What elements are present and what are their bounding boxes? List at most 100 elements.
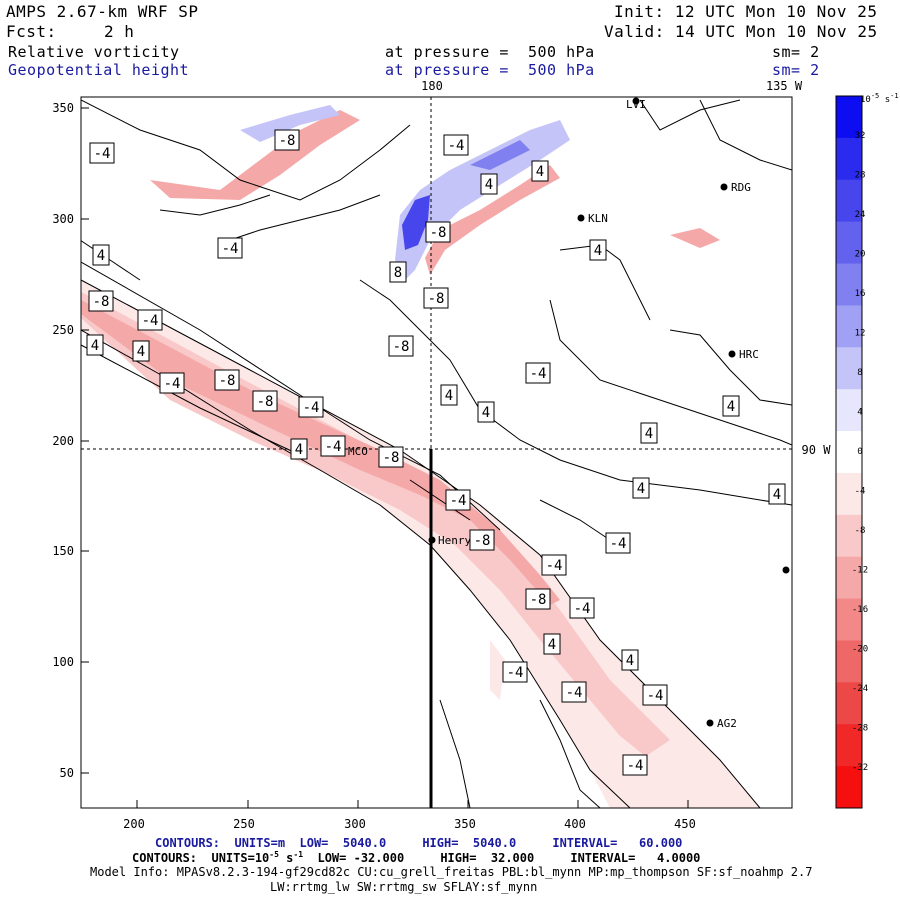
plot-title: AMPS 2.67-km WRF SP (6, 2, 199, 21)
contour-label: -4 (89, 142, 115, 164)
footer-schemes: LW:rrtmg_lw SW:rrtmg_sw SFLAY:sf_mynn (270, 880, 538, 894)
jet-streak-negative (425, 165, 560, 275)
colorbar-label: 8 (857, 368, 862, 378)
fcst-label: Fcst: (6, 22, 57, 41)
station-marker[interactable] (577, 214, 585, 222)
svg-text:-4: -4 (448, 138, 465, 154)
contour-label: 4 (722, 395, 740, 417)
contour-label: -4 (622, 754, 648, 776)
contour-label: -4 (642, 684, 668, 706)
field2-smooth: sm= 2 (772, 61, 820, 79)
colorbar-swatch (836, 179, 862, 223)
station-marker[interactable] (632, 97, 640, 105)
station-label-ag2: AG2 (717, 717, 737, 730)
svg-text:4: 4 (773, 487, 781, 503)
x-tick-label: 250 (233, 817, 255, 831)
colorbar-swatch (836, 724, 862, 767)
colorbar-label: 32 (855, 131, 866, 141)
nw-band-positive (240, 105, 340, 142)
station-marker[interactable] (782, 566, 790, 574)
colorbar-label: 16 (855, 289, 866, 299)
init-time: Init: 12 UTC Mon 10 Nov 25 (614, 2, 878, 21)
svg-text:4: 4 (295, 442, 303, 458)
station-label-henry: Henry (438, 534, 471, 547)
east-patch (670, 228, 720, 248)
colorbar-swatch (836, 640, 862, 683)
colorbar-swatch (836, 598, 862, 641)
contour-label: -4 (159, 372, 185, 394)
colorbar-swatch (836, 556, 862, 600)
contour-label: -8 (214, 369, 240, 391)
colorbar-label: 28 (855, 171, 866, 181)
svg-text:4: 4 (482, 405, 490, 421)
contour-label: 4 (92, 244, 110, 266)
footer-line2: CONTOURS: UNITS=10-5 s-1 LOW= -32.000 HI… (132, 850, 701, 865)
station-label-hrc: HRC (739, 348, 759, 361)
jet-streak-blue2 (470, 140, 530, 170)
svg-text:4: 4 (445, 388, 453, 404)
svg-text:-8: -8 (383, 450, 400, 466)
y-tick-label: 50 (60, 766, 74, 780)
svg-text:-8: -8 (219, 373, 236, 389)
contour-label: -8 (378, 446, 404, 468)
station-marker[interactable] (706, 719, 714, 727)
svg-text:4: 4 (485, 177, 493, 193)
station-marker[interactable] (728, 350, 736, 358)
colorbar-label: -20 (852, 645, 868, 655)
sw-patch (490, 640, 505, 700)
valid-time: Valid: 14 UTC Mon 10 Nov 25 (604, 22, 878, 41)
station-label-rdg: RDG (731, 181, 751, 194)
contour-label: 4 (543, 633, 561, 655)
colorbar-label: 20 (855, 250, 866, 260)
contour-label: -4 (561, 681, 587, 703)
field2-name: Geopotential height (8, 61, 190, 79)
contour-label: -4 (525, 362, 551, 384)
axis-ticks (81, 107, 689, 808)
x-tick-label: 400 (564, 817, 586, 831)
svg-text:4: 4 (97, 248, 105, 264)
svg-text:-4: -4 (647, 688, 664, 704)
contour-label: -8 (423, 287, 449, 309)
svg-text:-8: -8 (430, 225, 447, 241)
colorbar-swatch (836, 96, 862, 139)
contour-label: -8 (388, 335, 414, 357)
svg-text:-4: -4 (303, 400, 320, 416)
svg-text:4: 4 (137, 344, 145, 360)
colorbar-swatch (836, 347, 862, 390)
contour-label: 4 (768, 483, 786, 505)
svg-text:-4: -4 (507, 665, 524, 681)
contour-label: -4 (137, 309, 163, 331)
station-marker[interactable] (428, 536, 436, 544)
station-marker[interactable] (720, 183, 728, 191)
svg-text:-4: -4 (546, 558, 563, 574)
y-tick-label: 300 (52, 212, 74, 226)
contour-lines (81, 99, 792, 808)
svg-text:4: 4 (727, 399, 735, 415)
fcst-value: 2 h (104, 22, 135, 41)
field1-smooth: sm= 2 (772, 43, 820, 61)
colorbar-label: -4 (855, 487, 866, 497)
svg-text:-4: -4 (450, 493, 467, 509)
colorbar-label: -24 (852, 684, 868, 694)
colorbar-label: -8 (855, 526, 866, 536)
trough-band-mid (81, 292, 670, 760)
svg-text:-4: -4 (530, 366, 547, 382)
contour-label: -4 (541, 554, 567, 576)
parallel-label: 90 W (802, 443, 832, 457)
svg-text:-8: -8 (257, 394, 274, 410)
contour-label: -4 (217, 237, 243, 259)
colorbar-label: -16 (852, 605, 868, 615)
colorbar-label: -28 (852, 724, 868, 734)
contour-label: 4 (640, 422, 658, 444)
field1-name: Relative vorticity (8, 43, 180, 61)
x-tick-label: 350 (454, 817, 476, 831)
station-label-mco: MCO (348, 445, 368, 458)
contour-label: 4 (290, 438, 308, 460)
footer-model-info: Model Info: MPASv8.2.3-194-gf29cd82c CU:… (90, 865, 813, 879)
svg-text:-4: -4 (610, 536, 627, 552)
contour-label: -8 (425, 221, 451, 243)
stations: LVI RDG KLN HRC MCO Henry AG2 (337, 97, 790, 730)
contour-label: -8 (252, 390, 278, 412)
footer-line1: CONTOURS: UNITS=m LOW= 5040.0 HIGH= 5040… (155, 836, 683, 850)
svg-text:-4: -4 (164, 376, 181, 392)
